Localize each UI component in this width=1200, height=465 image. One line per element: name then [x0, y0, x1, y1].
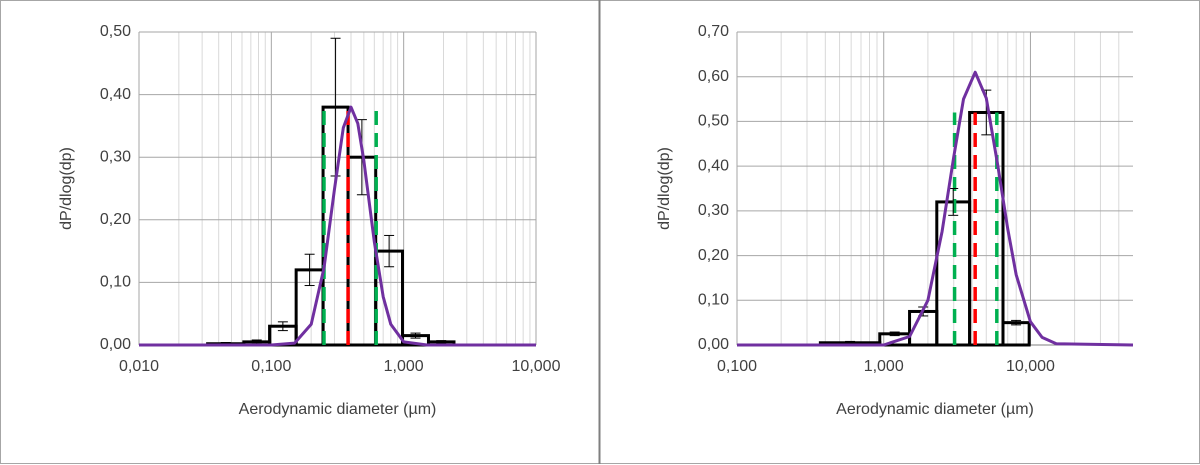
- x-axis-label: Aerodynamic diameter (µm): [836, 401, 1034, 418]
- y-tick-label: 0,00: [100, 336, 131, 353]
- x-tick-label: 1,000: [384, 358, 424, 375]
- x-tick-label: 10,000: [1006, 358, 1055, 375]
- x-tick-label: 0,100: [717, 358, 757, 375]
- y-tick-label: 0,10: [100, 274, 131, 291]
- x-tick-label: 10,000: [512, 358, 561, 375]
- y-axis-label: dP/dlog(dp): [656, 147, 673, 230]
- y-tick-label: 0,30: [100, 148, 131, 165]
- error-bar: [410, 332, 421, 339]
- x-tick-label: 0,100: [251, 358, 291, 375]
- y-tick-label: 0,40: [100, 86, 131, 103]
- y-tick-label: 0,10: [698, 292, 729, 309]
- error-bar: [1011, 319, 1022, 326]
- error-bar: [304, 253, 315, 287]
- y-tick-label: 0,20: [698, 247, 729, 264]
- x-axis-label: Aerodynamic diameter (µm): [239, 401, 437, 418]
- error-bar: [384, 234, 395, 268]
- x-tick-label: 1,000: [864, 358, 904, 375]
- fit-curve: [139, 105, 536, 347]
- fit-curve: [737, 70, 1134, 347]
- y-tick-label: 0,20: [100, 211, 131, 228]
- error-bar: [889, 331, 900, 337]
- y-tick-label: 0,50: [698, 113, 729, 130]
- y-tick-label: 0,60: [698, 68, 729, 85]
- error-bar: [277, 321, 288, 332]
- y-axis-label: dP/dlog(dp): [58, 147, 75, 230]
- y-tick-label: 0,70: [698, 23, 729, 40]
- error-bar: [436, 340, 447, 344]
- x-tick-label: 0,010: [119, 358, 159, 375]
- y-tick-label: 0,30: [698, 202, 729, 219]
- y-tick-label: 0,40: [698, 157, 729, 174]
- y-tick-label: 0,50: [100, 23, 131, 40]
- y-tick-label: 0,00: [698, 336, 729, 353]
